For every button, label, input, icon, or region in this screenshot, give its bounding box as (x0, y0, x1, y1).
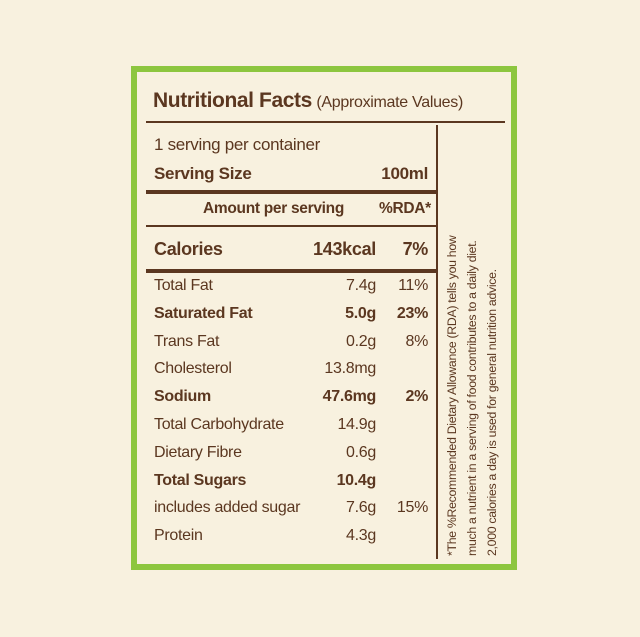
nutrient-value: 4.3g (346, 527, 376, 545)
nutrient-value: 47.6mg (322, 388, 377, 406)
rda-header: %RDA* (379, 200, 431, 217)
nutrient-rda: 23% (396, 304, 428, 322)
nutrient-label: Total Sugars (154, 471, 247, 489)
calories-label: Calories (154, 239, 223, 259)
divider (146, 225, 436, 227)
nutrient-label: includes added sugar (154, 499, 301, 517)
calories-rda: 7% (402, 239, 429, 259)
title: Nutritional Facts (Approximate Values) (153, 89, 463, 113)
footnote-line: much a nutrient in a serving of food con… (465, 240, 479, 556)
nutrient-rda: 15% (396, 499, 428, 517)
title-sub: (Approximate Values) (316, 94, 464, 111)
footnote-line: 2,000 calories a day is used for general… (485, 269, 499, 556)
nutrient-value: 5.0g (345, 304, 376, 322)
nutrient-label: Protein (154, 527, 203, 545)
nutrition-facts-panel: Nutritional Facts (Approximate Values) 1… (131, 66, 517, 570)
serving-size-value: 100ml (381, 164, 428, 183)
nutrient-rda: 11% (398, 277, 428, 294)
divider (146, 190, 436, 194)
rda-footnote: *The %Recommended Dietary Allowance (RDA… (442, 130, 508, 556)
nutrient-value: 7.6g (346, 499, 376, 517)
calories-value: 143kcal (313, 239, 376, 259)
footnote-line: *The %Recommended Dietary Allowance (RDA… (445, 235, 459, 556)
nutrient-rda: 8% (405, 332, 428, 350)
nutrient-rda: 2% (405, 388, 428, 406)
nutrient-label: Dietary Fibre (154, 443, 242, 461)
servings-per-container: 1 serving per container (154, 135, 321, 154)
nutrient-value: 10.4g (336, 471, 377, 489)
nutrient-value: 0.2g (346, 332, 376, 350)
title-main: Nutritional Facts (153, 89, 312, 112)
nutrient-value: 13.8mg (324, 360, 376, 378)
title-divider (146, 121, 505, 123)
nutrient-value: 0.6g (346, 443, 376, 461)
nutrition-table: 1 serving per container Serving Size 100… (146, 125, 438, 559)
nutrient-label: Total Carbohydrate (154, 416, 284, 433)
nutrient-label: Saturated Fat (154, 304, 253, 322)
divider (146, 269, 436, 273)
nutrient-label: Trans Fat (154, 332, 220, 350)
serving-size-label: Serving Size (154, 164, 252, 183)
nutrient-label: Total Fat (154, 277, 213, 294)
nutrient-label: Sodium (154, 388, 211, 406)
nutrient-label: Cholesterol (154, 360, 232, 378)
nutrient-value: 14.9g (337, 416, 376, 433)
nutrient-value: 7.4g (346, 277, 376, 294)
amount-per-serving-header: Amount per serving (203, 200, 345, 217)
